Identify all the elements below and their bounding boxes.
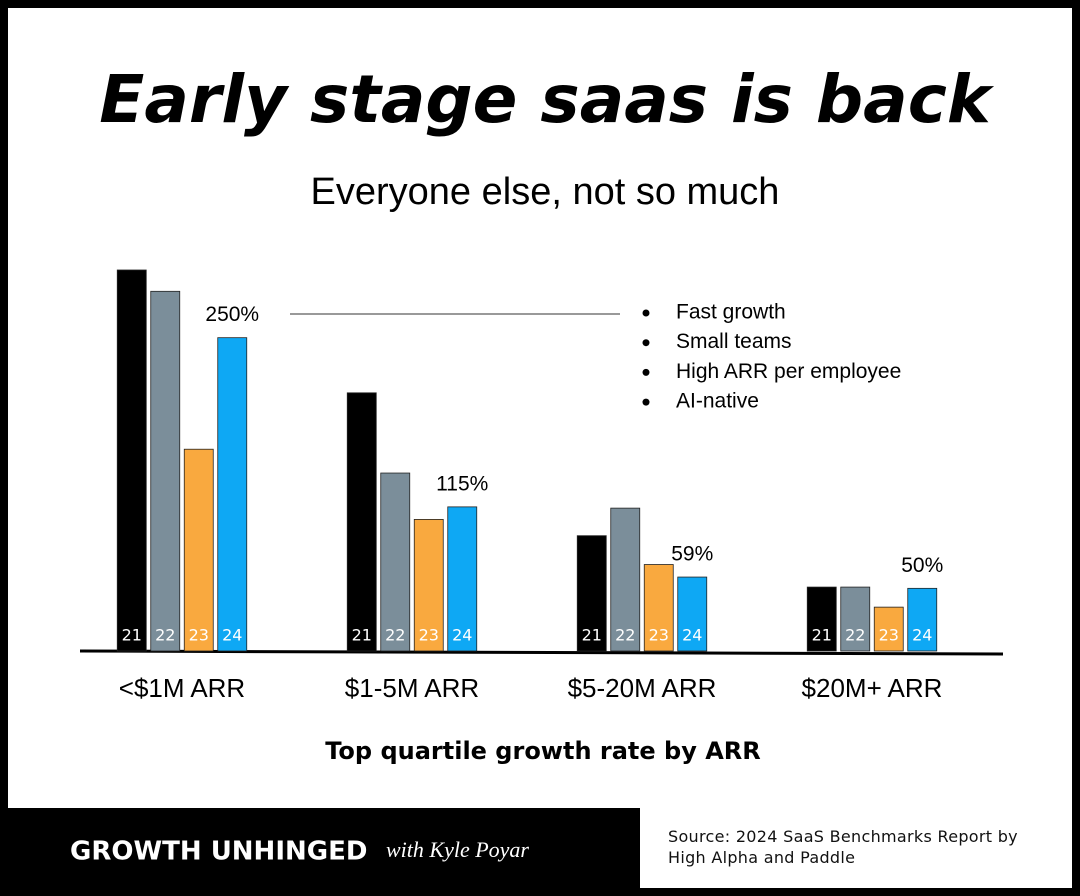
- bar-series-label: 22: [385, 626, 405, 645]
- x-tick-label: <$1M ARR: [119, 673, 245, 703]
- bullet: [642, 339, 650, 347]
- x-tick-label: $20M+ ARR: [802, 673, 943, 703]
- footer-brand: GROWTH UNHINGED: [70, 837, 367, 867]
- value-label: 50%: [901, 554, 943, 577]
- bar: [346, 392, 377, 652]
- bullet: [642, 309, 650, 317]
- bar-series-label: 23: [879, 626, 899, 645]
- bullet: [642, 398, 650, 406]
- bar-series-label: 21: [352, 626, 372, 645]
- canvas: [8, 8, 1072, 808]
- bar: [116, 269, 147, 652]
- bar: [576, 535, 607, 652]
- bar-series-label: 24: [682, 626, 702, 645]
- annotation: Small teams: [676, 330, 792, 353]
- chart-title: Early stage saas is back: [99, 61, 995, 138]
- bar-series-label: 21: [582, 626, 602, 645]
- bar-series-label: 24: [912, 626, 932, 645]
- bar-series-label: 21: [812, 626, 832, 645]
- annotation: AI-native: [676, 390, 759, 413]
- bar-series-label: 23: [419, 626, 439, 645]
- bar-series-label: 24: [452, 626, 472, 645]
- bar-series-label: 23: [649, 626, 669, 645]
- bar: [907, 587, 938, 652]
- value-label: 250%: [205, 303, 259, 326]
- bar: [873, 606, 904, 652]
- x-tick-label: $5-20M ARR: [568, 673, 717, 703]
- bar-series-label: 22: [155, 626, 175, 645]
- bar: [806, 586, 837, 652]
- bar: [150, 290, 181, 652]
- value-label: 59%: [671, 543, 713, 566]
- bar: [610, 507, 641, 652]
- value-label: 115%: [436, 472, 488, 495]
- chart-subtitle: Everyone else, not so much: [311, 171, 780, 213]
- bar: [183, 448, 214, 652]
- bar-series-label: 23: [189, 626, 209, 645]
- source-note: Source: 2024 SaaS Benchmarks Report by H…: [668, 827, 1018, 867]
- annotation: Fast growth: [676, 301, 786, 324]
- x-axis-label: Top quartile growth rate by ARR: [325, 737, 761, 765]
- annotation: High ARR per employee: [676, 360, 901, 383]
- source-box: [640, 808, 1072, 888]
- bar-series-label: 22: [615, 626, 635, 645]
- bar: [217, 337, 248, 652]
- bar: [643, 564, 674, 652]
- bar-series-label: 21: [122, 626, 142, 645]
- bar-series-label: 24: [222, 626, 242, 645]
- bar: [447, 506, 478, 652]
- footer-byline: with Kyle Poyar: [386, 837, 529, 862]
- bar: [677, 576, 708, 652]
- x-tick-label: $1-5M ARR: [345, 673, 479, 703]
- bar: [840, 586, 871, 652]
- bar: [380, 472, 411, 652]
- bullet: [642, 368, 650, 376]
- bar-series-label: 22: [845, 626, 865, 645]
- bar: [413, 519, 444, 652]
- baseline: [79, 649, 1004, 656]
